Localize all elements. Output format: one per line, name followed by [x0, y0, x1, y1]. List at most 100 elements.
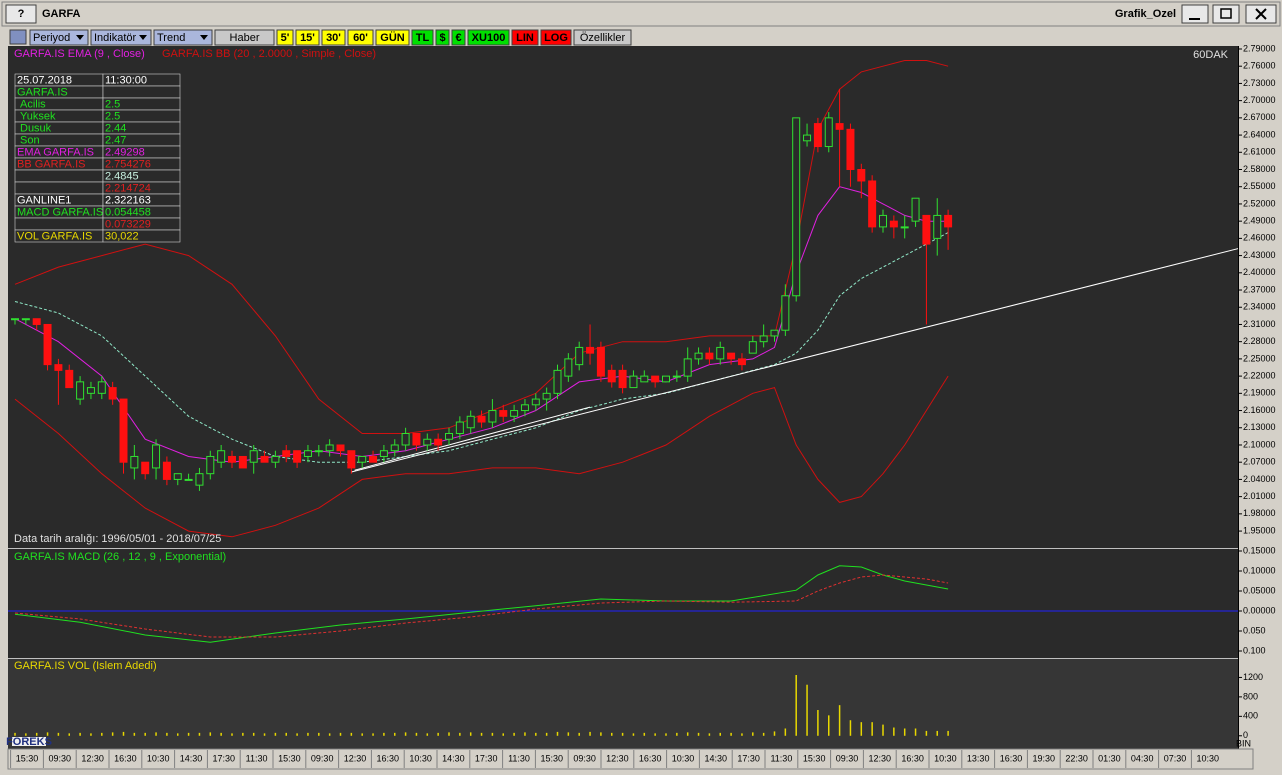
time-label: 01:30	[1098, 753, 1121, 763]
toolbar-button[interactable]	[451, 29, 466, 46]
volume-bar	[914, 728, 917, 736]
candle-body	[879, 214, 887, 228]
candle-body	[43, 323, 52, 366]
time-label: 07:30	[1164, 753, 1187, 763]
volume-bar	[231, 733, 233, 736]
volume-bar	[643, 732, 646, 736]
info-cell	[14, 169, 104, 183]
candle-body	[672, 375, 681, 378]
toolbar-label: Haber	[230, 32, 260, 44]
candle-body	[141, 461, 150, 475]
candle-body	[336, 444, 345, 452]
volume-bar	[101, 732, 103, 736]
volume-bar	[361, 733, 363, 736]
candle-body	[76, 381, 85, 400]
y-tick-label: 2.46000	[1243, 233, 1276, 243]
toolbar-button[interactable]	[435, 29, 450, 46]
info-label: Son	[20, 134, 40, 146]
macd-line	[14, 574, 949, 638]
volume-bar	[893, 727, 895, 736]
candle-body	[944, 214, 953, 228]
candle-body	[857, 169, 866, 182]
candle-body	[65, 369, 74, 389]
candle-body	[119, 398, 128, 463]
dropdown-arrow	[76, 35, 84, 40]
toolbar-button[interactable]	[411, 29, 434, 46]
toolbar-button[interactable]	[153, 29, 213, 46]
volume-bar	[133, 732, 136, 736]
logo-bg	[12, 737, 46, 746]
toolbar-button[interactable]	[347, 29, 374, 46]
time-label: 15:30	[16, 753, 39, 763]
candle-body	[401, 433, 410, 446]
volume-bar	[209, 732, 212, 736]
layout-name: Grafik_Ozel	[1115, 8, 1176, 20]
volume-bar	[350, 732, 353, 736]
candle-body	[510, 410, 519, 417]
toolbar-button[interactable]	[511, 29, 539, 46]
candle-body	[792, 117, 801, 297]
y-tick-label: 2.34000	[1243, 302, 1276, 312]
y-tick-label: 2.79000	[1243, 43, 1276, 53]
toolbar-button[interactable]	[29, 29, 89, 46]
volume-bar	[708, 733, 711, 736]
info-cell	[14, 217, 104, 231]
volume-bar	[621, 732, 624, 736]
help-button[interactable]	[5, 4, 37, 24]
volume-bar	[57, 732, 60, 736]
volume-bar	[871, 722, 873, 736]
info-value: 2.5	[105, 110, 120, 122]
y-tick-label: 2.55000	[1243, 181, 1276, 191]
band-line	[14, 375, 949, 538]
maximize-button[interactable]	[1212, 4, 1240, 24]
toolbar-button[interactable]	[90, 29, 152, 46]
volume-bar	[220, 732, 222, 736]
minimize-button[interactable]	[1181, 4, 1209, 24]
candle-body	[303, 450, 312, 457]
toolbar-label: 5'	[281, 32, 290, 44]
toolbar-button[interactable]	[467, 29, 510, 46]
volume-bar	[187, 732, 190, 736]
toolbar-button[interactable]	[214, 29, 275, 46]
volume-bar	[25, 733, 27, 736]
candle-body	[108, 387, 117, 400]
volume-bar	[697, 732, 700, 736]
info-value: 0.054458	[105, 206, 151, 218]
volume-bar	[459, 732, 461, 736]
toolbar-label: 30'	[326, 32, 341, 44]
y-tick-label: 2.37000	[1243, 284, 1276, 294]
volume-bar	[252, 732, 255, 736]
y-tick-label: 2.64000	[1243, 129, 1276, 139]
candle-body	[651, 375, 660, 383]
toolbar-button[interactable]	[321, 29, 346, 46]
candle-body	[542, 392, 551, 400]
candle-body	[217, 450, 226, 463]
candle-body	[803, 134, 812, 142]
y-tick-label: 2.43000	[1243, 250, 1276, 260]
info-value: 2.5	[105, 98, 120, 110]
volume-bar	[752, 732, 754, 736]
candle-body	[596, 346, 605, 377]
info-label: Yuksek	[20, 110, 56, 122]
time-label: 04:30	[1131, 753, 1154, 763]
chart-icon[interactable]	[9, 29, 27, 45]
candle-body	[271, 455, 280, 463]
candle-body	[737, 358, 746, 366]
candle-body	[477, 415, 486, 423]
toolbar-button[interactable]	[276, 29, 294, 46]
candle-body	[662, 375, 670, 383]
volume-bar	[567, 732, 570, 736]
ema-line	[14, 186, 949, 463]
toolbar-button[interactable]	[573, 29, 632, 46]
volume-bar	[90, 733, 92, 736]
info-value: 30,022	[105, 230, 139, 242]
candle-body	[282, 450, 291, 457]
toolbar-button[interactable]	[295, 29, 320, 46]
toolbar-button[interactable]	[540, 29, 572, 46]
candle-body	[293, 450, 302, 463]
candle-body	[325, 444, 334, 452]
toolbar-button[interactable]	[375, 29, 410, 46]
y-tick-label: 2.19000	[1243, 388, 1276, 398]
time-label: 09:30	[573, 753, 596, 763]
time-label: 19:30	[1033, 753, 1056, 763]
